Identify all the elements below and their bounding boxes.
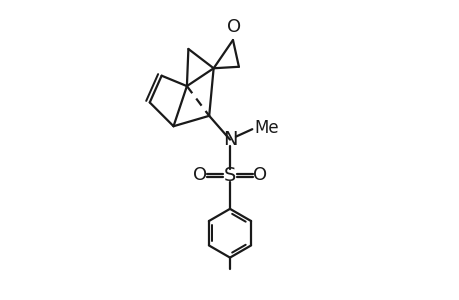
Text: Me: Me <box>254 119 279 137</box>
Text: S: S <box>224 166 235 185</box>
Text: O: O <box>226 19 240 37</box>
Text: O: O <box>193 166 207 184</box>
Text: N: N <box>222 130 237 149</box>
Text: O: O <box>252 166 266 184</box>
